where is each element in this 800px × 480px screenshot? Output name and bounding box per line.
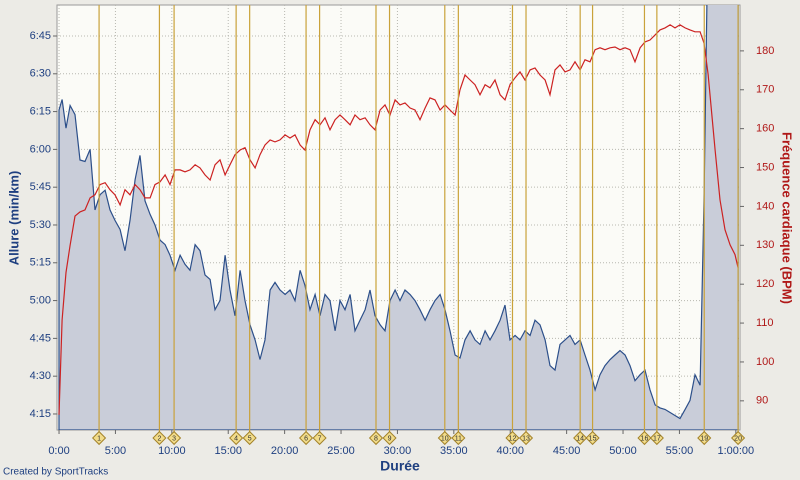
lap-marker <box>505 430 520 446</box>
x-tick-label: 1:00:00 <box>717 445 754 457</box>
x-tick-label: 30:00 <box>384 445 412 457</box>
lap-label: 12 <box>509 435 517 442</box>
lap-marker <box>368 430 384 446</box>
y-tick-label: 4:30 <box>30 370 51 382</box>
y-tick-label: 6:45 <box>30 30 51 42</box>
line <box>58 24 739 415</box>
y2-tick-label: 160 <box>756 123 774 135</box>
credit: Created by SportTracks <box>3 467 108 478</box>
lap-label: 15 <box>589 435 597 442</box>
marks <box>58 5 739 430</box>
y-tick-label: 6:15 <box>30 105 51 117</box>
lap-marker <box>697 430 712 446</box>
y2-tick-label: 90 <box>756 395 768 407</box>
lap-label: 17 <box>653 435 661 442</box>
lap-label: 1 <box>97 435 101 442</box>
x-tick-label: 0:00 <box>48 445 69 457</box>
lap-marker <box>451 430 466 446</box>
y-tick-label: 5:30 <box>30 219 51 231</box>
lap-marker <box>152 430 167 446</box>
x-axis-title: Durée <box>380 458 420 474</box>
area <box>58 5 739 430</box>
lap-marker <box>92 430 107 446</box>
lap-marker <box>585 430 600 446</box>
lap-label: 7 <box>318 435 322 442</box>
lap-label: 6 <box>304 435 308 442</box>
y-tick-label: 4:15 <box>30 408 51 420</box>
lap-marker <box>242 430 257 446</box>
lap-label: 20 <box>734 435 742 442</box>
lap-label: 8 <box>374 435 378 442</box>
lap-label: 9 <box>388 435 392 442</box>
x-tick-label: 20:00 <box>271 445 299 457</box>
x-tick-label: 15:00 <box>214 445 242 457</box>
lap-label: 16 <box>641 435 649 442</box>
y-tick-label: 5:00 <box>30 294 51 306</box>
lap-marker <box>437 430 452 446</box>
x-tick-label: 25:00 <box>327 445 355 457</box>
y2-tick-label: 110 <box>756 317 774 329</box>
lap-marker <box>298 430 314 446</box>
y-tick-label: 5:15 <box>30 257 51 269</box>
y-tick-label: 6:00 <box>30 143 51 155</box>
y2-tick-label: 180 <box>756 45 774 57</box>
lap-label: 11 <box>455 435 462 442</box>
y2-axis-title: Fréquence cardiaque (BPM) <box>780 132 795 304</box>
y-tick-label: 6:30 <box>30 68 51 80</box>
lap-label: 5 <box>248 435 252 442</box>
x-tick-label: 5:00 <box>105 445 126 457</box>
lap-marker <box>637 430 652 446</box>
overlay: 0:00 5:00 10:00 15:00 20:00 25:00 30:00 35:00 40… <box>30 5 774 457</box>
y-tick-label: 5:45 <box>30 181 51 193</box>
y2-tick-label: 100 <box>756 356 774 368</box>
lap-marker <box>649 430 664 446</box>
lap-label: 10 <box>441 435 449 442</box>
y2-tick-label: 120 <box>756 278 774 290</box>
y-tick-label: 4:45 <box>30 332 51 344</box>
y2-tick-label: 150 <box>756 161 774 173</box>
y-axis-title: Allure (min/km) <box>6 171 21 266</box>
x-tick-label: 50:00 <box>609 445 637 457</box>
lap-marker <box>731 430 746 446</box>
lap-label: 13 <box>522 435 530 442</box>
x-tick-label: 10:00 <box>158 445 186 457</box>
lap-marker <box>573 430 588 446</box>
y2-tick-label: 130 <box>756 239 774 251</box>
lap-label: 19 <box>700 435 708 442</box>
lap-marker <box>382 430 397 446</box>
lap-label: 4 <box>234 435 238 442</box>
lap-label: 3 <box>172 435 176 442</box>
lap-marker <box>229 430 244 446</box>
lap-label: 2 <box>157 435 161 442</box>
lap-marker <box>518 430 534 446</box>
lap-marker <box>312 430 327 446</box>
x-tick-label: 40:00 <box>496 445 524 457</box>
y2-tick-label: 170 <box>756 84 774 96</box>
lap-marker <box>167 430 182 446</box>
x-tick-label: 35:00 <box>440 445 468 457</box>
x-tick-label: 45:00 <box>553 445 581 457</box>
y2-tick-label: 140 <box>756 200 774 212</box>
x-tick-label: 55:00 <box>666 445 694 457</box>
lap-label: 14 <box>576 435 584 442</box>
